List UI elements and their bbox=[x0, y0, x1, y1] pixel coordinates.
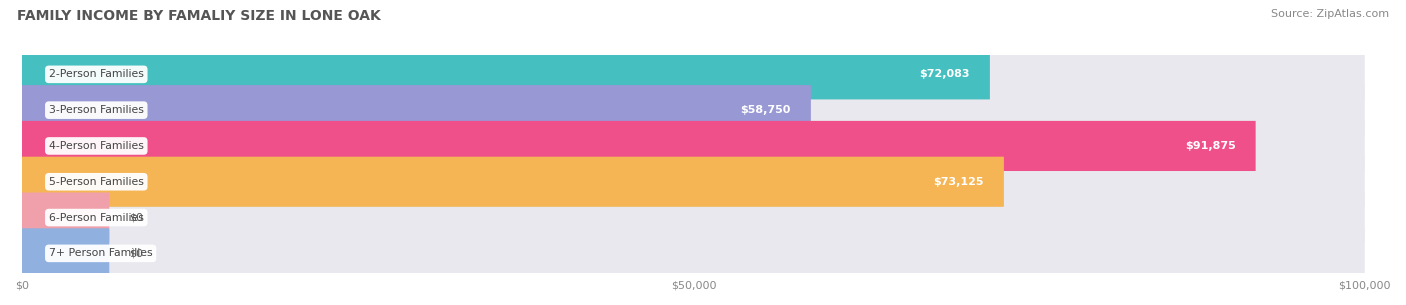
Text: 2-Person Families: 2-Person Families bbox=[49, 69, 143, 79]
FancyBboxPatch shape bbox=[22, 192, 110, 242]
Text: $72,083: $72,083 bbox=[920, 69, 970, 79]
FancyBboxPatch shape bbox=[22, 49, 1365, 99]
FancyBboxPatch shape bbox=[22, 85, 1365, 135]
FancyBboxPatch shape bbox=[22, 49, 990, 99]
FancyBboxPatch shape bbox=[22, 192, 1365, 242]
Text: 3-Person Families: 3-Person Families bbox=[49, 105, 143, 115]
Text: $58,750: $58,750 bbox=[741, 105, 790, 115]
Text: FAMILY INCOME BY FAMALIY SIZE IN LONE OAK: FAMILY INCOME BY FAMALIY SIZE IN LONE OA… bbox=[17, 9, 381, 23]
FancyBboxPatch shape bbox=[22, 157, 1365, 207]
Text: $0: $0 bbox=[129, 213, 143, 223]
Text: 7+ Person Families: 7+ Person Families bbox=[49, 248, 152, 258]
Text: Source: ZipAtlas.com: Source: ZipAtlas.com bbox=[1271, 9, 1389, 19]
Text: $0: $0 bbox=[129, 248, 143, 258]
Text: $73,125: $73,125 bbox=[934, 177, 984, 187]
FancyBboxPatch shape bbox=[22, 157, 1004, 207]
Text: 4-Person Families: 4-Person Families bbox=[49, 141, 143, 151]
FancyBboxPatch shape bbox=[22, 228, 1365, 278]
Text: 6-Person Families: 6-Person Families bbox=[49, 213, 143, 223]
FancyBboxPatch shape bbox=[22, 121, 1256, 171]
Text: $91,875: $91,875 bbox=[1185, 141, 1236, 151]
FancyBboxPatch shape bbox=[22, 85, 811, 135]
FancyBboxPatch shape bbox=[22, 121, 1365, 171]
Text: 5-Person Families: 5-Person Families bbox=[49, 177, 143, 187]
FancyBboxPatch shape bbox=[22, 228, 110, 278]
